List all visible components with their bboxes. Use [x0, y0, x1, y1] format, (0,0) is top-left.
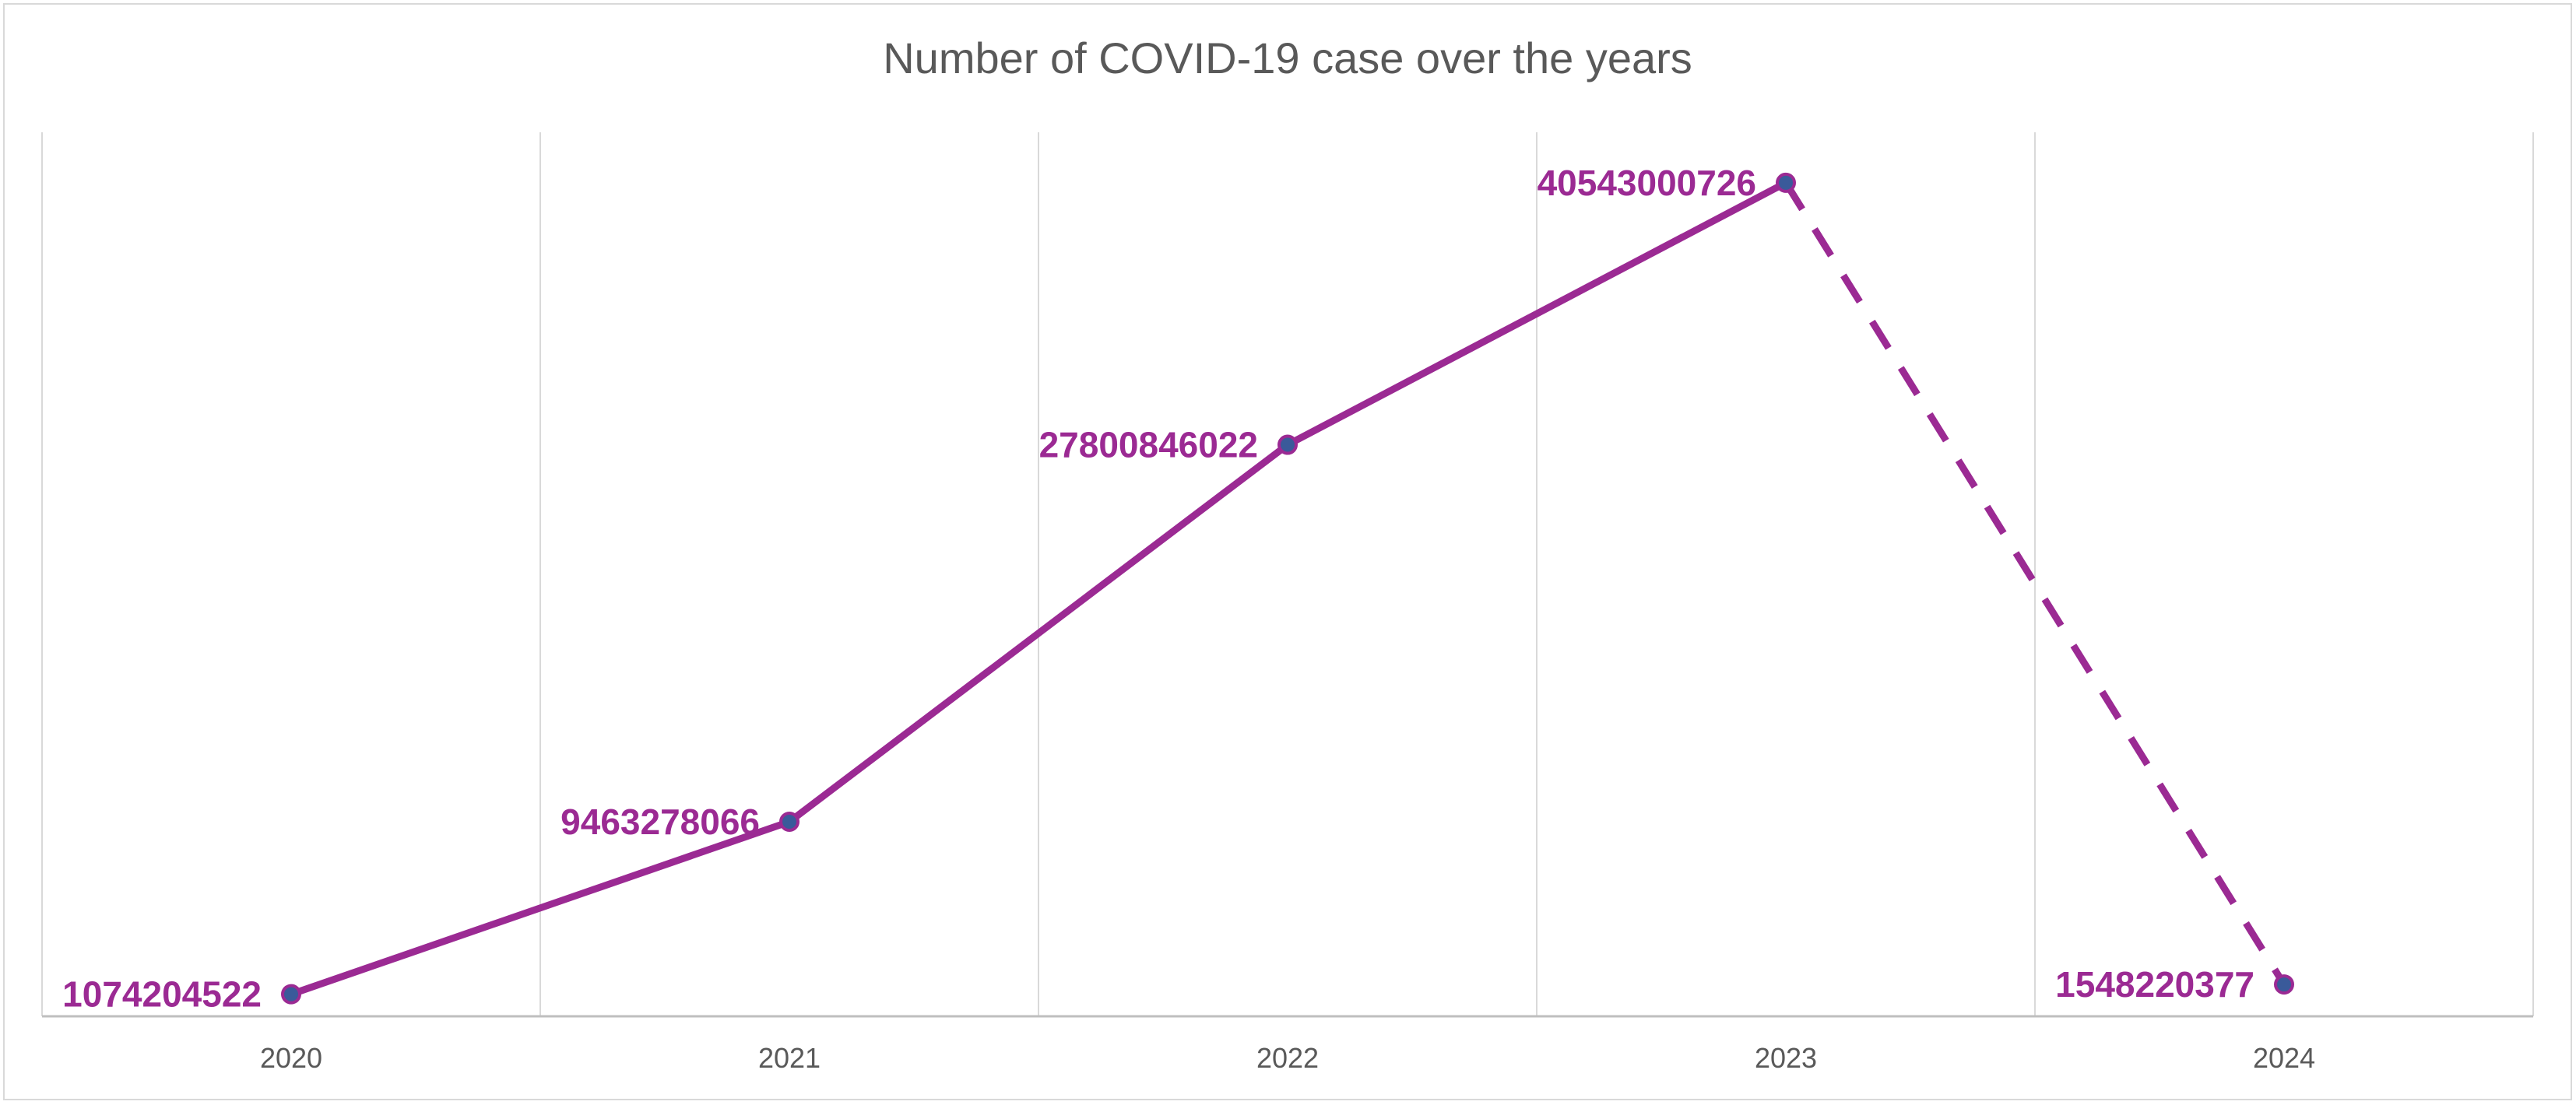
x-tick-label: 2023 [1755, 1042, 1817, 1074]
x-tick-label: 2022 [1256, 1042, 1319, 1074]
data-point-marker [779, 811, 800, 832]
gridlines [41, 132, 2534, 1016]
series-line [287, 179, 2287, 998]
data-label: 1074204522 [62, 974, 262, 1015]
data-label: 1548220377 [2055, 964, 2254, 1005]
data-markers [281, 172, 2294, 1005]
line-segment-dashed [1783, 181, 2287, 987]
data-point-marker [1277, 434, 1298, 455]
data-point-marker [1776, 172, 1796, 193]
line-segment [785, 441, 1292, 826]
data-point-marker [2274, 974, 2294, 995]
x-tick-labels: 2020 2021 2022 2023 2024 [260, 1042, 2315, 1074]
chart-frame [3, 3, 2572, 1100]
x-tick-label: 2021 [758, 1042, 821, 1074]
line-segment [287, 818, 793, 998]
chart-title: Number of COVID-19 case over the years [883, 33, 1692, 82]
data-label: 9463278066 [561, 802, 760, 842]
line-segment [1284, 179, 1790, 449]
data-label: 40543000726 [1538, 163, 1756, 203]
x-tick-label: 2024 [2253, 1042, 2315, 1074]
data-labels: 1074204522 9463278066 27800846022 405430007… [62, 163, 2254, 1015]
data-point-marker [281, 984, 301, 1005]
x-tick-label: 2020 [260, 1042, 322, 1074]
data-label: 27800846022 [1039, 425, 1258, 465]
